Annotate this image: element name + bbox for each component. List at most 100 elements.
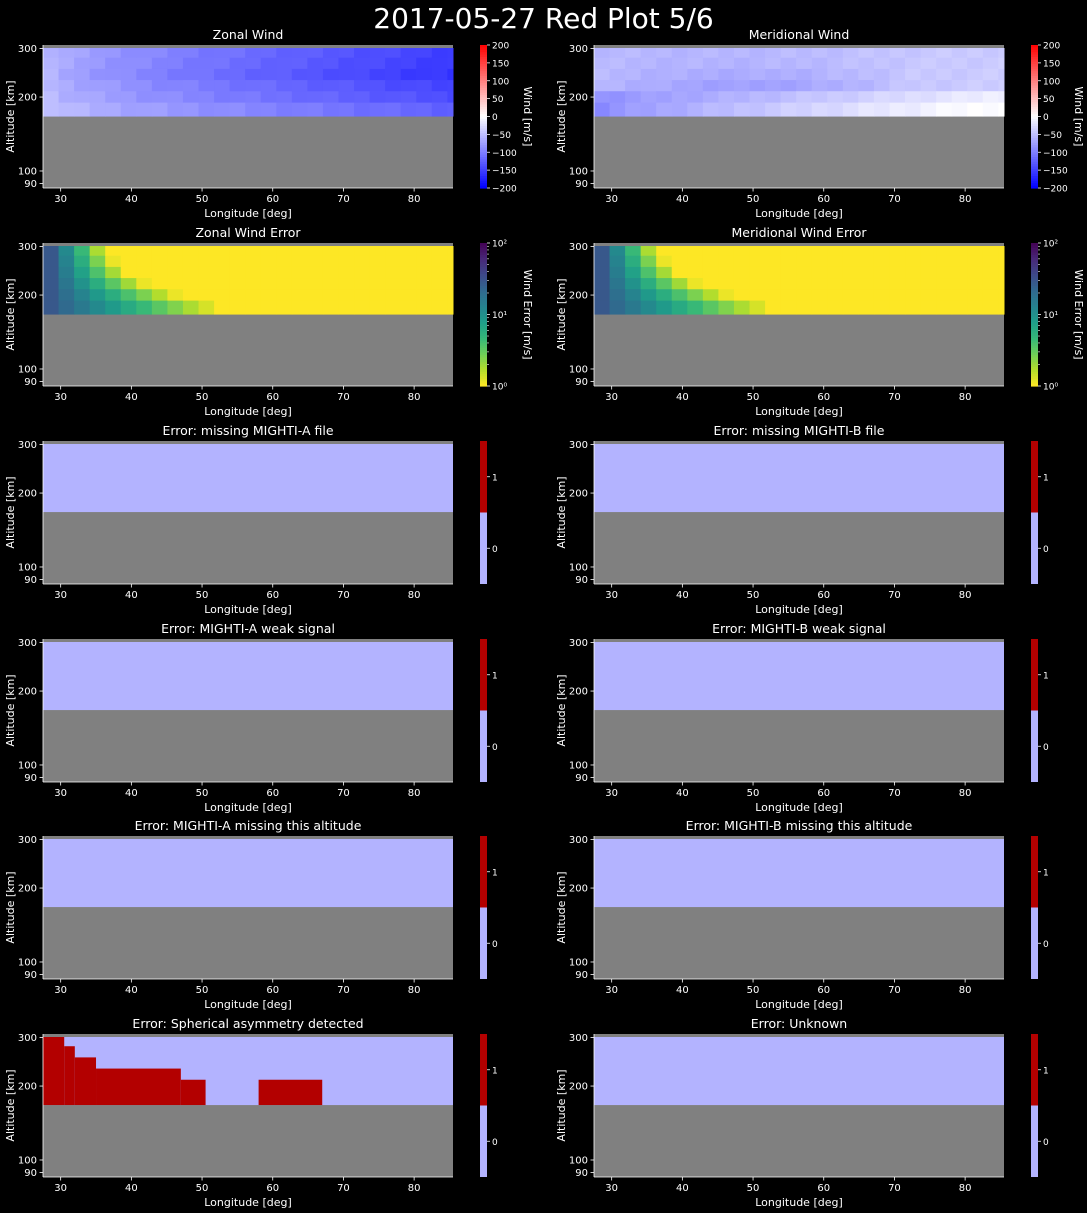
colorbar-segment (1031, 66, 1038, 70)
colorbar-segment (1031, 250, 1038, 254)
heatmap-cell (687, 90, 704, 103)
x-tick-label: 30 (605, 788, 618, 799)
colorbar-segment (1031, 102, 1038, 106)
colorbar-segment (1031, 183, 1038, 187)
colorbar-tick-label: 1 (492, 868, 498, 878)
heatmap-cell (338, 48, 355, 58)
y-tick-label: 300 (569, 835, 588, 846)
colorbar-segment (480, 297, 487, 301)
heatmap-cell (780, 300, 797, 315)
heatmap-cell (656, 246, 673, 256)
colorbar-segment (480, 45, 487, 48)
heatmap-cell (640, 102, 657, 117)
colorbar-segment (1031, 54, 1038, 58)
heatmap-cell (291, 48, 308, 58)
heatmap-cell (842, 90, 859, 103)
flagged-region (180, 1079, 206, 1106)
heatmap-cell (640, 57, 657, 69)
heatmap-cell (827, 255, 844, 267)
heatmap-cell (827, 57, 844, 69)
x-tick-label: 70 (888, 194, 901, 205)
panel-12: 30 40 50 60 70 80 90 100 200 300 Error: Unknown Lon… (555, 1016, 1049, 1209)
heatmap-cell (431, 288, 448, 301)
x-tick-label: 40 (676, 590, 689, 601)
heatmap-cell (702, 102, 719, 117)
colorbar-segment (1031, 118, 1038, 122)
heatmap-cell (796, 266, 813, 279)
heatmap-cell (400, 102, 417, 117)
x-tick-label: 80 (959, 788, 972, 799)
heatmap-cell (889, 300, 906, 315)
colorbar-segment (1031, 61, 1038, 65)
x-tick-label: 60 (266, 788, 279, 799)
colorbar-segment (480, 118, 487, 122)
heatmap-cell (198, 68, 215, 81)
heatmap-cell (951, 255, 968, 267)
heatmap-cell (920, 300, 937, 315)
x-tick-label: 70 (337, 788, 350, 799)
heatmap-cell (245, 246, 262, 256)
heatmap-cell (951, 277, 968, 290)
heatmap-cell (322, 68, 339, 81)
y-tick-label: 200 (569, 93, 588, 104)
colorbar-segment (480, 355, 487, 358)
heatmap-cell (625, 68, 642, 81)
heatmap-cell (811, 90, 828, 103)
heatmap-cell (905, 266, 922, 279)
heatmap-cell (322, 102, 339, 117)
x-tick-label: 60 (817, 194, 830, 205)
x-tick-label: 80 (959, 392, 972, 403)
colorbar-segment (480, 66, 487, 70)
heatmap-cell (765, 90, 782, 103)
colorbar-segment (1031, 85, 1038, 89)
heatmap-cell (400, 288, 417, 301)
panel-title: Error: MIGHTI-B missing this altitude (686, 818, 913, 833)
colorbar-segment (480, 149, 487, 153)
heatmap-cell (198, 300, 215, 315)
heatmap-cell (702, 255, 719, 267)
heatmap-cell (951, 68, 968, 81)
heatmap-cell (354, 90, 371, 103)
colorbar-segment (480, 512, 487, 584)
colorbar-segment (480, 97, 487, 101)
y-tick-label: 100 (569, 562, 588, 573)
heatmap-cell (687, 57, 704, 69)
heatmap-cell (873, 255, 890, 267)
y-tick-label: 100 (18, 760, 37, 771)
y-tick-label: 90 (24, 1168, 37, 1179)
heatmap-cell (811, 288, 828, 301)
heatmap-cell (214, 255, 231, 267)
heatmap-cell (609, 300, 626, 315)
heatmap-cell (74, 277, 91, 290)
heatmap-cell (640, 255, 657, 267)
heatmap-cell (182, 68, 200, 81)
colorbar-segment (480, 378, 487, 382)
x-tick-label: 50 (747, 590, 760, 601)
heatmap-cell (827, 246, 844, 256)
heatmap-cell (625, 277, 642, 290)
colorbar-tick-label: 10¹ (1043, 311, 1058, 321)
heatmap-cells (594, 246, 1005, 315)
heatmap-cell (936, 57, 953, 69)
heatmap-cell (733, 277, 751, 290)
flag-off-region (594, 444, 1004, 513)
heatmap-cell (322, 79, 339, 92)
x-tick-label: 60 (266, 1183, 279, 1194)
y-tick-label: 90 (24, 377, 37, 388)
x-tick-label: 80 (959, 1183, 972, 1194)
heatmap-cell (873, 288, 890, 301)
heatmap-cell (136, 288, 153, 301)
heatmap-cell (765, 79, 782, 92)
heatmap-cell (842, 300, 859, 315)
colorbar-tick-label: 0 (1043, 1138, 1049, 1148)
colorbar-segment (1031, 278, 1038, 282)
heatmap-cell (198, 266, 215, 279)
heatmap-cell (198, 57, 215, 69)
colorbar-segment (480, 245, 487, 249)
colorbar-segment (480, 95, 487, 99)
x-tick-label: 60 (266, 590, 279, 601)
heatmap-cell (167, 266, 184, 279)
heatmap-cell (609, 79, 626, 92)
heatmap-cell (796, 300, 813, 315)
heatmap-cell (671, 79, 688, 92)
